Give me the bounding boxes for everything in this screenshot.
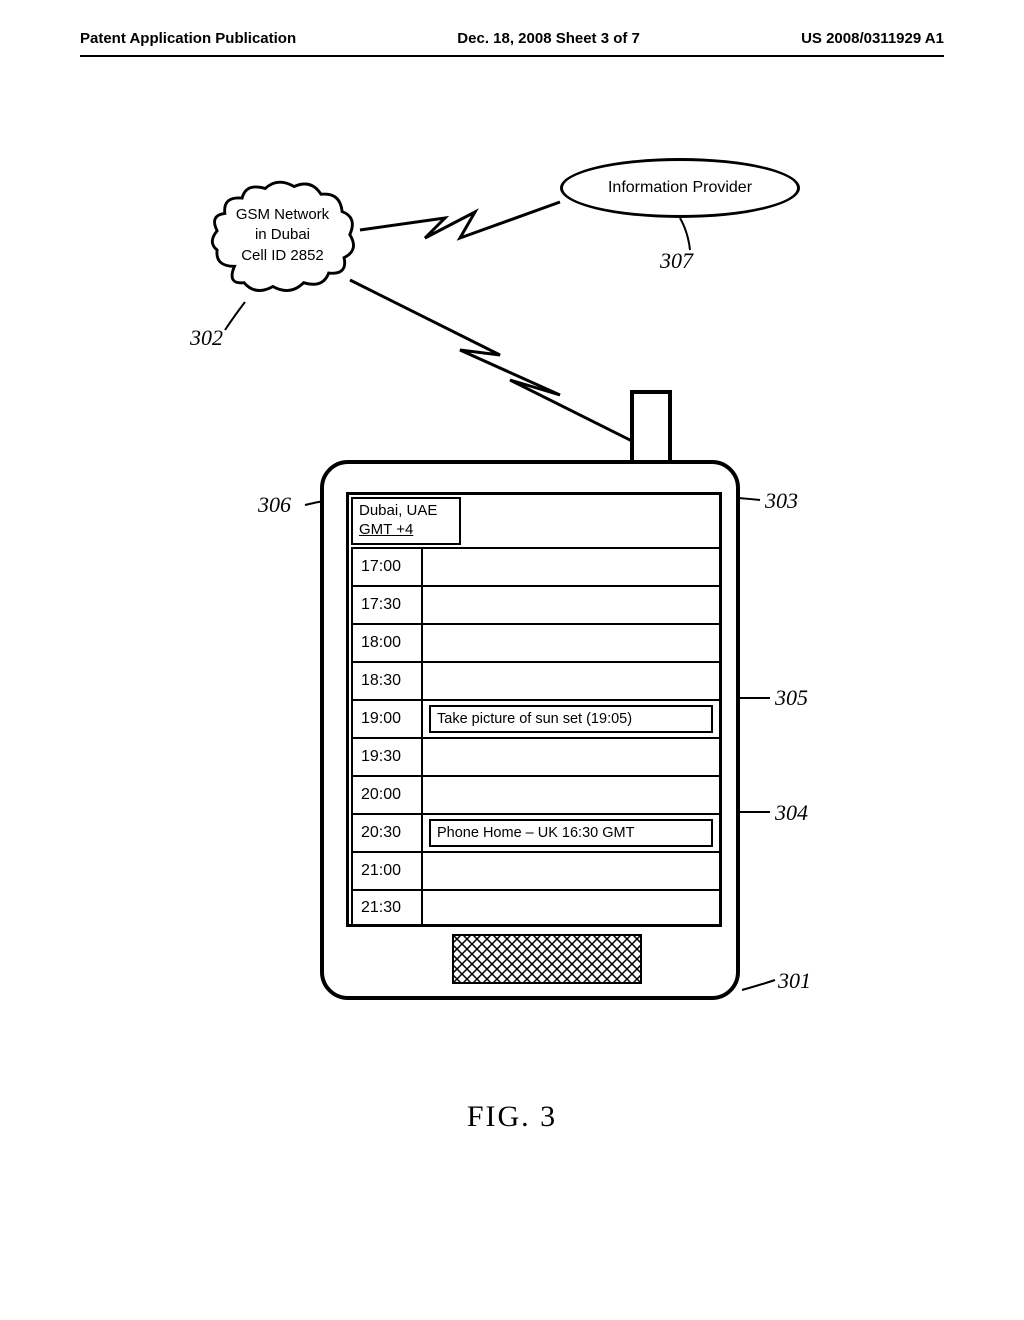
cloud-line1: GSM Network: [205, 205, 360, 225]
phone-antenna: [630, 390, 672, 465]
event-cell: [423, 737, 721, 775]
phone-body: Dubai, UAE GMT +4 17:0017:3018:0018:3019…: [320, 460, 740, 1000]
time-row: 19:30: [351, 737, 721, 775]
crosshatch-icon: [452, 934, 642, 984]
time-row: 21:00: [351, 851, 721, 889]
figure-area: GSM Network in Dubai Cell ID 2852 Inform…: [0, 120, 1024, 1220]
event-cell: Phone Home – UK 16:30 GMT: [423, 813, 721, 851]
ref-306: 306: [258, 492, 291, 518]
event-cell: [423, 889, 721, 927]
time-cell: 17:30: [351, 585, 423, 623]
event-cell: [423, 623, 721, 661]
header-right: US 2008/0311929 A1: [801, 30, 944, 47]
time-row: 20:00: [351, 775, 721, 813]
time-cell: 18:00: [351, 623, 423, 661]
ref-307: 307: [660, 248, 693, 274]
time-row: 20:30Phone Home – UK 16:30 GMT: [351, 813, 721, 851]
time-grid: 17:0017:3018:0018:3019:00Take picture of…: [351, 547, 721, 927]
ref-301: 301: [778, 968, 811, 994]
time-cell: 20:30: [351, 813, 423, 851]
time-row: 17:30: [351, 585, 721, 623]
header-center: Dec. 18, 2008 Sheet 3 of 7: [457, 30, 640, 47]
time-row: 18:30: [351, 661, 721, 699]
gsm-cloud: GSM Network in Dubai Cell ID 2852: [205, 175, 360, 300]
location-line1: Dubai, UAE: [359, 502, 453, 521]
event-cell: [423, 775, 721, 813]
time-cell: 21:30: [351, 889, 423, 927]
header-left: Patent Application Publication: [80, 30, 296, 47]
phone-screen: Dubai, UAE GMT +4 17:0017:3018:0018:3019…: [346, 492, 722, 927]
page-header: Patent Application Publication Dec. 18, …: [0, 30, 1024, 47]
event-cell: [423, 661, 721, 699]
event-cell: [423, 585, 721, 623]
cloud-line2: in Dubai: [205, 225, 360, 245]
event-cell: Take picture of sun set (19:05): [423, 699, 721, 737]
time-cell: 18:30: [351, 661, 423, 699]
time-row: 19:00Take picture of sun set (19:05): [351, 699, 721, 737]
cloud-line3: Cell ID 2852: [205, 246, 360, 266]
ref-304: 304: [775, 800, 808, 826]
header-rule: [80, 55, 944, 57]
event-cell: [423, 547, 721, 585]
time-cell: 20:00: [351, 775, 423, 813]
event-box: Phone Home – UK 16:30 GMT: [429, 819, 713, 847]
time-cell: 21:00: [351, 851, 423, 889]
event-cell: [423, 851, 721, 889]
time-cell: 17:00: [351, 547, 423, 585]
time-row: 18:00: [351, 623, 721, 661]
time-row: 17:00: [351, 547, 721, 585]
time-cell: 19:00: [351, 699, 423, 737]
info-provider-oval: Information Provider: [560, 158, 800, 218]
figure-caption: FIG. 3: [0, 1100, 1024, 1134]
event-box: Take picture of sun set (19:05): [429, 705, 713, 733]
ref-305: 305: [775, 685, 808, 711]
location-line2: GMT +4: [359, 521, 453, 540]
time-row: 21:30: [351, 889, 721, 927]
ref-303: 303: [765, 488, 798, 514]
location-box: Dubai, UAE GMT +4: [351, 497, 461, 545]
time-cell: 19:30: [351, 737, 423, 775]
ref-302: 302: [190, 325, 223, 351]
info-provider-label: Information Provider: [608, 179, 752, 197]
phone-device: Dubai, UAE GMT +4 17:0017:3018:0018:3019…: [320, 400, 740, 1000]
